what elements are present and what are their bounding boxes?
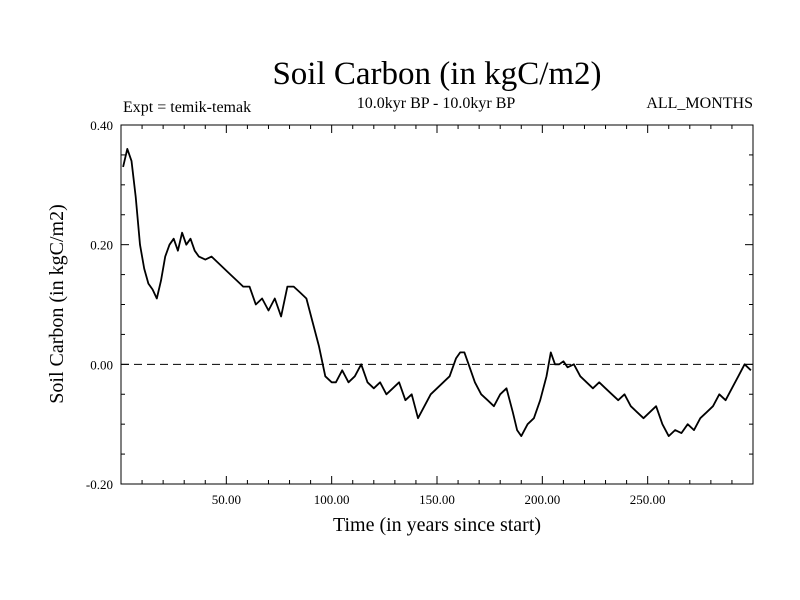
- chart-title: Soil Carbon (in kgC/m2): [272, 56, 601, 92]
- y-tick-label: 0.00: [90, 357, 113, 372]
- series-line-soil-carbon: [122, 147, 752, 438]
- y-axis-label: Soil Carbon (in kgC/m2): [46, 204, 68, 403]
- y-tick-label: -0.20: [86, 477, 113, 492]
- y-tick-label: 0.40: [90, 118, 113, 133]
- x-tick-label: 100.00: [314, 492, 350, 507]
- subtitle-experiment: Expt = temik-temak: [123, 99, 251, 116]
- x-tick-label: 50.00: [212, 492, 241, 507]
- x-tick-label: 200.00: [524, 492, 560, 507]
- x-tick-label: 250.00: [630, 492, 666, 507]
- x-axis-label: Time (in years since start): [333, 514, 541, 536]
- subtitle-period: 10.0kyr BP - 10.0kyr BP: [357, 95, 516, 112]
- x-tick-label: 150.00: [419, 492, 455, 507]
- subtitle-months: ALL_MONTHS: [646, 95, 753, 112]
- plot-frame: [120, 124, 754, 485]
- y-tick-label: 0.20: [90, 238, 113, 253]
